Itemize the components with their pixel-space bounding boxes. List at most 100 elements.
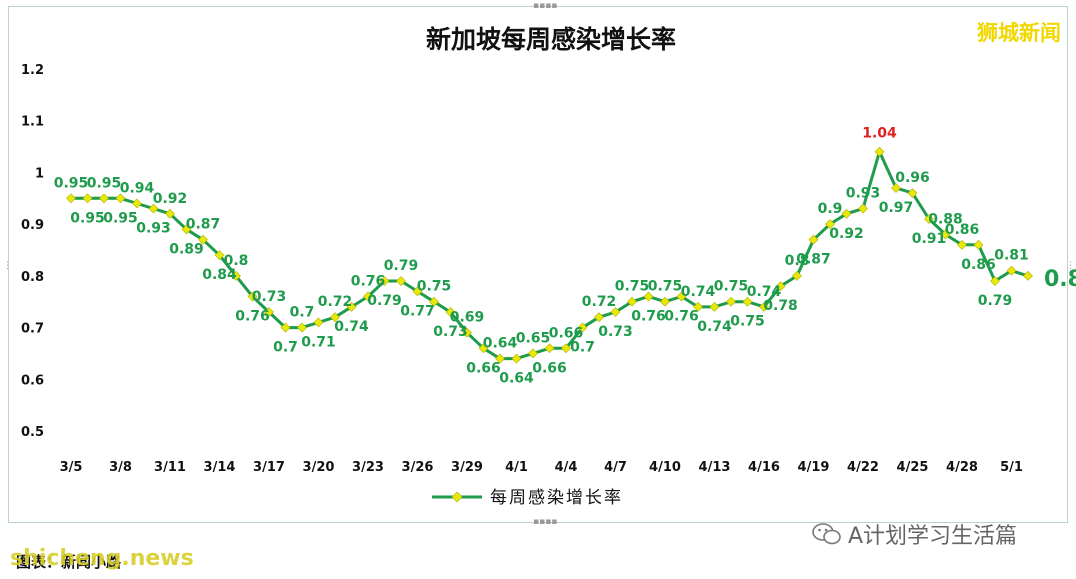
data-point <box>379 276 390 286</box>
data-label: 0.75 <box>648 279 683 295</box>
data-label: 0.72 <box>582 294 617 310</box>
y-tick-label: 0.5 <box>21 425 44 440</box>
resize-handle-top[interactable]: ▪▪▪▪ <box>533 1 558 11</box>
data-point <box>99 193 109 204</box>
legend: 每周感染增长率 <box>432 488 621 508</box>
data-point <box>462 327 472 338</box>
data-point <box>759 301 769 312</box>
data-point <box>990 276 1000 286</box>
x-tick-label: 3/8 <box>109 460 132 475</box>
data-point <box>610 307 621 317</box>
data-label: 0.79 <box>384 258 419 274</box>
x-tick-label: 3/14 <box>204 460 236 475</box>
data-label: 0.8 <box>1044 267 1076 292</box>
data-label: 0.69 <box>450 310 485 326</box>
data-label: 0.96 <box>895 170 930 186</box>
data-point <box>957 239 967 250</box>
data-point <box>693 301 703 312</box>
data-label: 0.97 <box>879 200 914 216</box>
x-tick-label: 4/22 <box>847 460 879 475</box>
x-tick-label: 4/16 <box>748 460 780 475</box>
data-label: 0.93 <box>136 221 171 237</box>
data-label: 0.95 <box>87 175 122 191</box>
data-label: 0.76 <box>351 274 386 290</box>
data-label: 0.91 <box>912 231 947 247</box>
data-point <box>924 214 934 224</box>
chart-frame <box>8 6 1068 523</box>
x-tick-label: 4/7 <box>604 460 627 475</box>
data-point <box>247 291 258 302</box>
data-label: 0.92 <box>829 226 864 242</box>
data-point <box>643 291 654 302</box>
y-axis: 1.2 1.1 1 0.9 0.8 0.7 0.6 0.5 <box>21 63 44 440</box>
data-point <box>561 343 571 354</box>
wechat-account: A计划学习生活篇 <box>812 518 1017 550</box>
data-point <box>264 307 274 317</box>
data-point <box>198 234 208 245</box>
data-label: 0.86 <box>945 222 980 238</box>
resize-handle-right[interactable]: ⋮ <box>1066 261 1075 271</box>
data-point <box>115 193 126 204</box>
data-label: 0.79 <box>367 293 402 309</box>
data-label: 0.75 <box>615 279 650 295</box>
data-label: 0.86 <box>961 257 996 273</box>
data-label: 0.87 <box>186 217 221 233</box>
data-label: 0.66 <box>466 360 501 376</box>
data-label: 0.93 <box>846 186 881 202</box>
x-tick-label: 3/17 <box>253 460 285 475</box>
y-tick-label: 0.7 <box>21 322 44 337</box>
data-label: 0.78 <box>763 298 798 314</box>
data-point <box>874 146 885 157</box>
site-watermark: shicheng.news <box>10 546 194 571</box>
x-tick-label: 4/19 <box>798 460 830 475</box>
data-point <box>709 301 720 312</box>
chart-title: 新加坡每周感染增长率 <box>426 25 676 54</box>
data-label: 0.88 <box>928 211 963 227</box>
data-point <box>891 183 901 193</box>
data-label: 0.72 <box>318 294 353 310</box>
data-label: 0.74 <box>697 319 732 335</box>
data-label: 0.76 <box>631 309 666 325</box>
data-point <box>429 296 439 307</box>
x-tick-label: 3/5 <box>60 460 83 475</box>
y-tick-label: 0.9 <box>21 218 44 233</box>
data-point <box>841 208 852 219</box>
data-point <box>660 296 670 307</box>
x-tick-label: 4/4 <box>555 460 578 475</box>
data-point <box>313 317 324 328</box>
x-axis: 3/5 3/8 3/11 3/14 3/17 3/20 3/23 3/26 3/29 4/1 4/4… <box>60 460 1023 475</box>
data-label: 0.8 <box>224 253 249 269</box>
data-point <box>742 296 753 307</box>
data-label: 0.66 <box>532 360 567 376</box>
x-tick-label: 5/1 <box>1000 460 1023 475</box>
y-tick-label: 1.1 <box>21 115 44 130</box>
data-label: 0.64 <box>499 371 534 387</box>
data-label: 0.64 <box>483 336 518 352</box>
data-label: 0.73 <box>598 324 633 340</box>
data-point <box>808 234 819 245</box>
data-label: 0.75 <box>417 279 452 295</box>
data-label: 0.84 <box>202 267 237 283</box>
data-label: 0.73 <box>252 289 287 305</box>
x-tick-label: 3/20 <box>303 460 335 475</box>
data-point <box>907 188 918 199</box>
data-point <box>495 353 505 364</box>
data-label: 0.71 <box>301 334 336 350</box>
resize-handle-left[interactable]: ⋮ <box>3 261 12 271</box>
data-point <box>396 276 406 286</box>
data-label: 0.92 <box>153 191 188 207</box>
x-tick-label: 4/13 <box>699 460 731 475</box>
data-point <box>214 250 225 261</box>
data-label: 0.66 <box>549 325 584 341</box>
resize-handle-bottom[interactable]: ▪▪▪▪ <box>533 517 558 527</box>
data-label: 0.95 <box>103 210 138 226</box>
data-label: 0.79 <box>978 293 1013 309</box>
data-label: 0.76 <box>235 309 270 325</box>
data-label: 0.94 <box>120 180 155 196</box>
data-point <box>528 348 538 359</box>
data-point <box>676 291 687 302</box>
data-label: 0.8 <box>785 253 810 269</box>
x-tick-label: 3/29 <box>451 460 483 475</box>
legend-marker-swatch <box>451 491 463 503</box>
